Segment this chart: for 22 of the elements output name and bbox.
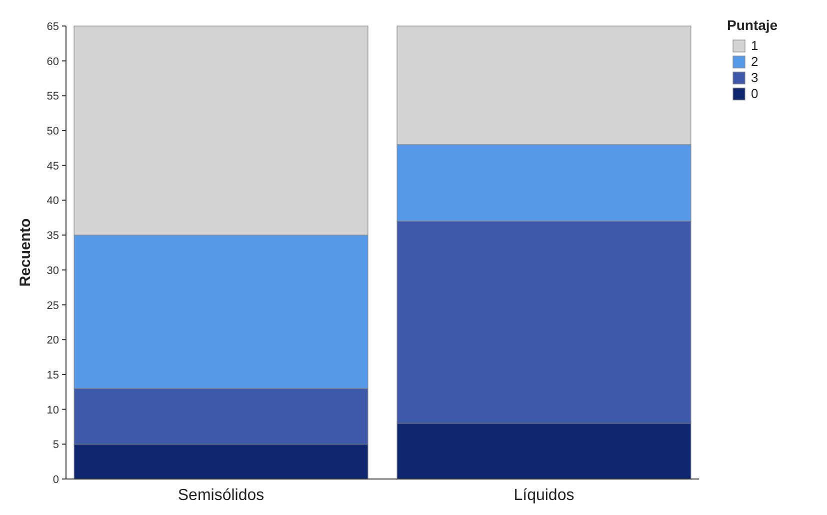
y-tick-label: 20 [46,334,59,347]
y-tick-label: 5 [52,439,59,452]
y-tick-label: 15 [46,369,59,382]
legend-label: 3 [751,70,758,85]
legend-label: 1 [751,38,758,53]
y-tick-label: 65 [46,21,59,33]
y-tick-label: 10 [46,404,59,416]
legend-label: 2 [751,54,758,69]
legend-title: Puntaje [727,17,778,33]
y-axis-title: Recuento [17,218,34,287]
y-tick-label: 30 [46,264,59,277]
x-tick-label: Semisólidos [178,487,264,504]
x-tick-label: Líquidos [514,487,574,504]
y-tick-label: 50 [46,126,59,138]
y-tick-label: 0 [52,474,59,486]
legend-label: 0 [751,86,758,101]
y-tick-label: 45 [46,160,59,172]
y-tick-label: 40 [46,195,59,208]
y-tick-label: 35 [46,230,59,242]
y-tick-label: 55 [46,90,59,103]
y-tick-label: 60 [46,56,59,68]
y-tick-label: 25 [46,300,59,312]
